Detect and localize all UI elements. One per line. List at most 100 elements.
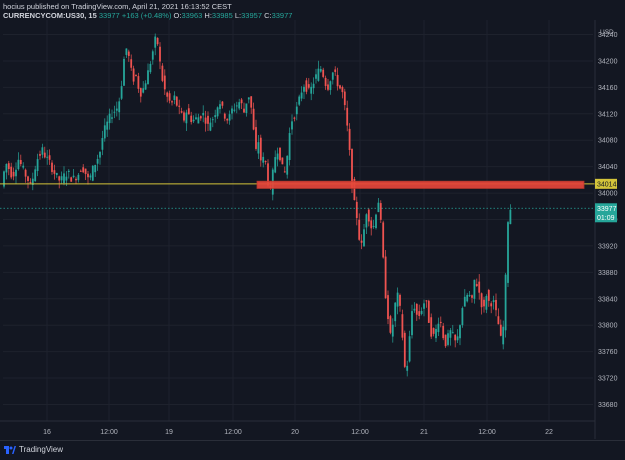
candle-up: [461, 308, 464, 326]
candle-down: [166, 92, 169, 97]
candle-down: [483, 299, 485, 307]
candle-up: [286, 155, 289, 175]
candle-down: [367, 209, 370, 222]
close-value: 33977: [271, 11, 293, 20]
y-tick-label: 33920: [598, 243, 618, 250]
price-axis[interactable]: 3424034200341603412034080340403400033960…: [594, 20, 618, 439]
candle-up: [34, 169, 37, 182]
candle-up: [238, 102, 241, 109]
candle-down: [415, 303, 418, 315]
candle-up: [111, 117, 113, 119]
y-tick-label: 34000: [598, 191, 618, 198]
candle-down: [75, 178, 77, 181]
candle-up: [46, 156, 49, 158]
candle-up: [459, 325, 461, 339]
candle-down: [183, 112, 185, 121]
y-tick-label: 33880: [598, 270, 618, 277]
candle-down: [439, 321, 442, 324]
tradingview-brand-text: TradingView: [19, 445, 64, 454]
candle-up: [288, 133, 291, 161]
candle-up: [451, 332, 454, 334]
candle-down: [444, 334, 447, 347]
candle-down: [159, 46, 161, 62]
candle-down: [339, 85, 341, 89]
candle-down: [27, 176, 29, 181]
candle-down: [221, 101, 224, 106]
candle-up: [103, 125, 106, 139]
candle-up: [394, 302, 397, 322]
time-axis[interactable]: 16 12:00 19 12:00 20 12:00 21 12:00 22: [0, 420, 595, 436]
candle-down: [281, 157, 284, 165]
candle-up: [154, 36, 157, 48]
candle-down: [255, 127, 257, 149]
candle-up: [108, 113, 111, 124]
candle-up: [235, 105, 238, 107]
candle-up: [15, 169, 17, 177]
candle-up: [312, 83, 315, 89]
candle-up: [300, 92, 303, 99]
last-price-tag-text: 33977: [597, 206, 617, 213]
candle-down: [171, 101, 173, 103]
y-tick-label: 34240: [598, 32, 618, 39]
candle-down: [327, 84, 329, 90]
candle-down: [39, 154, 41, 156]
candle-down: [19, 160, 22, 165]
x-tick-label: 12:00: [351, 429, 369, 436]
candle-down: [490, 303, 493, 307]
symbol-label[interactable]: CURRENCYCOM:US30, 15: [3, 11, 97, 20]
tradingview-logo-icon: [4, 445, 16, 454]
x-tick-label: 19: [165, 429, 173, 436]
candle-down: [156, 37, 159, 45]
candle-down: [139, 88, 142, 97]
candle-down: [7, 163, 10, 170]
candle-down: [29, 182, 32, 184]
resistance-zone: [256, 180, 585, 189]
candle-up: [295, 106, 298, 115]
candle-down: [442, 325, 445, 339]
candle-down: [341, 86, 344, 93]
price-chart[interactable]: 3424034200341603412034080340403400033960…: [0, 20, 625, 439]
candle-up: [463, 296, 466, 307]
candle-down: [370, 220, 373, 229]
candle-down: [58, 176, 61, 181]
candle-down: [355, 201, 358, 219]
candle-up: [216, 107, 219, 117]
y-tick-label: 33840: [598, 296, 618, 303]
y-tick-label: 34080: [598, 138, 618, 145]
y-tick-label: 34160: [598, 85, 618, 92]
candle-down: [382, 222, 385, 258]
candle-down: [180, 111, 183, 113]
tradingview-logo[interactable]: TradingView: [4, 445, 63, 454]
candle-down: [351, 149, 353, 188]
close-label: C:: [264, 11, 272, 20]
candle-down: [497, 316, 500, 325]
candle-up: [502, 326, 505, 345]
candle-up: [466, 294, 469, 302]
candle-up: [72, 175, 75, 178]
candle-up: [31, 178, 34, 185]
candle-up: [375, 214, 377, 229]
open-label: O:: [173, 11, 182, 20]
candle-down: [487, 289, 490, 301]
level-price-tag: [595, 178, 617, 189]
last-price-tag: [595, 203, 617, 223]
candle-up: [473, 279, 476, 299]
candle-down: [324, 77, 327, 87]
candle-down: [87, 173, 89, 178]
candle-up: [257, 142, 260, 154]
candle-down: [24, 169, 27, 177]
candle-up: [329, 81, 332, 91]
candle-down: [137, 76, 140, 89]
candle-up: [396, 292, 399, 307]
candle-up: [147, 70, 149, 85]
candle-up: [413, 308, 416, 311]
currency-label: USD: [600, 29, 614, 36]
x-tick-label: 12:00: [100, 429, 118, 436]
candle-up: [504, 274, 507, 331]
high-label: H:: [204, 11, 212, 20]
candle-down: [53, 170, 56, 174]
candle-up: [5, 163, 8, 173]
candle-down: [10, 166, 13, 178]
candle-up: [228, 114, 231, 121]
candle-down: [427, 300, 430, 323]
